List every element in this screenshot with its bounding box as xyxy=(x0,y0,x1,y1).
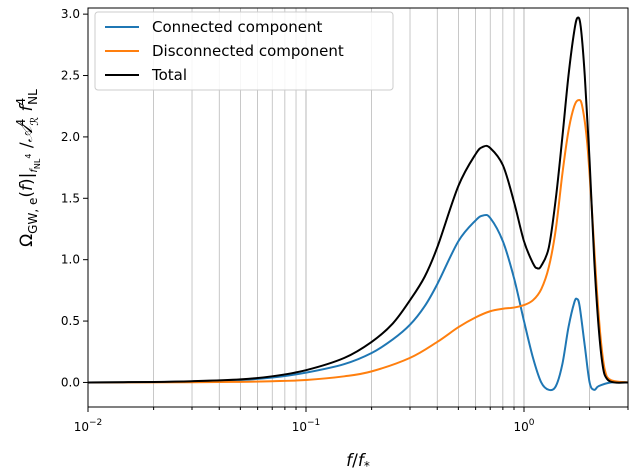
y-axis-label: ΩGW, e(f)|fNL4 /𝒜4ℛ f4NL xyxy=(14,89,42,247)
plot-frame xyxy=(87,7,629,408)
legend-label-total: Total xyxy=(151,66,187,84)
series-line-total xyxy=(88,16,628,384)
series-group xyxy=(88,16,628,392)
legend-label-connected-component: Connected component xyxy=(152,18,323,36)
y-tick-label: 1.0 xyxy=(61,253,80,267)
y-tick-label: 0.5 xyxy=(61,314,80,328)
ticks: 10−2 10−1 100 0.0 0.5 1.0 1.5 2.0 2.5 3.0 xyxy=(61,7,629,434)
y-tick-label: 2.5 xyxy=(61,69,80,83)
x-tick-label: 100 xyxy=(513,418,534,434)
y-tick-label: 0.0 xyxy=(61,375,80,389)
x-tick-label: 10−1 xyxy=(292,418,321,434)
legend: Connected component Disconnected componen… xyxy=(94,11,394,91)
y-tick-label: 3.0 xyxy=(61,7,80,21)
y-tick-label: 1.5 xyxy=(61,191,80,205)
y-tick-label: 2.0 xyxy=(61,130,80,144)
legend-label-disconnected-component: Disconnected component xyxy=(152,42,344,60)
series-line-connected-component xyxy=(88,213,628,392)
x-axis-label: f/f* xyxy=(346,451,370,472)
x-tick-label: 10−2 xyxy=(74,418,103,434)
legend-box xyxy=(94,11,394,91)
